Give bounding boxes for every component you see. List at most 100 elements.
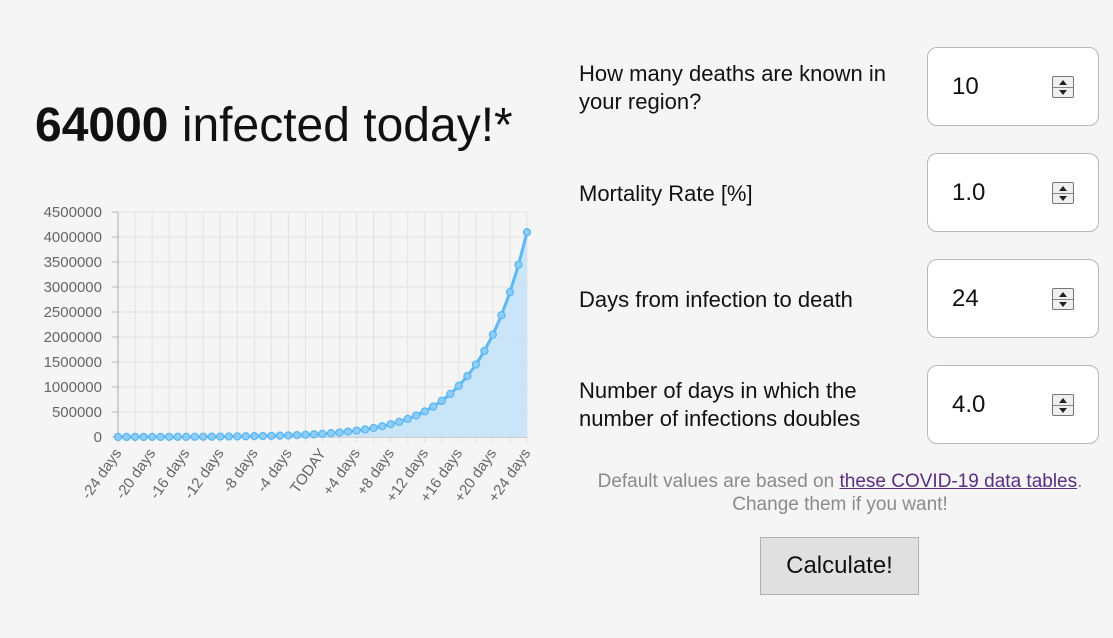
data-point — [437, 396, 446, 405]
chevron-up-icon — [1059, 291, 1067, 297]
note-prefix: Default values are based on — [597, 471, 840, 492]
data-point — [258, 431, 268, 441]
days-to-death-increment-button[interactable] — [1053, 289, 1073, 300]
mortality-input[interactable] — [952, 178, 1052, 208]
data-point — [446, 389, 455, 399]
data-point — [403, 414, 412, 424]
infection-chart: 0 500000 1000000 1500000 2000000 2500000 30000… — [0, 195, 545, 525]
defaults-note-line1: Default values are based on these COVID-… — [560, 470, 1113, 493]
data-point — [267, 431, 276, 441]
data-point — [164, 432, 174, 442]
y-tick-label: 4000000 — [44, 229, 102, 246]
data-point — [216, 432, 225, 441]
data-point — [386, 420, 395, 429]
data-point — [352, 426, 361, 435]
data-point — [343, 427, 353, 436]
doubling-row: Number of days in which the number of in… — [579, 365, 1101, 446]
chevron-down-icon — [1059, 195, 1067, 201]
data-point — [480, 346, 489, 356]
data-point — [412, 411, 421, 420]
data-point — [139, 432, 148, 442]
data-point — [497, 311, 506, 320]
defaults-note-line2: Change them if you want! — [732, 494, 948, 515]
days-to-death-decrement-button[interactable] — [1053, 299, 1073, 309]
deaths-row: How many deaths are known in your region… — [579, 47, 1101, 128]
data-point — [395, 417, 404, 426]
chevron-down-icon — [1059, 89, 1067, 95]
infected-count: 64000 — [35, 99, 169, 152]
y-tick-label: 3000000 — [44, 279, 102, 296]
y-tick-label: 2000000 — [44, 329, 102, 346]
calculate-button[interactable]: Calculate! — [760, 537, 919, 595]
chevron-up-icon — [1059, 79, 1067, 85]
doubling-decrement-button[interactable] — [1053, 405, 1073, 415]
days-to-death-stepper[interactable] — [1052, 288, 1074, 310]
deaths-input[interactable] — [952, 72, 1052, 102]
days-to-death-field[interactable] — [927, 259, 1099, 338]
data-point — [429, 402, 438, 411]
data-point — [505, 288, 515, 297]
mortality-field[interactable] — [927, 153, 1099, 232]
doubling-stepper[interactable] — [1052, 394, 1074, 416]
chevron-up-icon — [1059, 397, 1067, 403]
data-point — [190, 432, 199, 441]
data-point — [130, 432, 140, 442]
days-to-death-label: Days from infection to death — [579, 287, 853, 312]
y-tick-label: 4500000 — [44, 204, 102, 221]
chart-svg: 0 500000 1000000 1500000 2000000 2500000 30000… — [44, 204, 535, 506]
days-to-death-input[interactable] — [952, 284, 1052, 314]
deaths-decrement-button[interactable] — [1053, 87, 1073, 97]
data-point — [301, 430, 310, 439]
covid-data-tables-link[interactable]: these COVID-19 data tables — [839, 471, 1078, 492]
data-point — [420, 407, 429, 416]
days-to-death-row: Days from infection to death — [579, 259, 1101, 340]
data-point — [514, 260, 523, 269]
infected-text: infected today!* — [168, 99, 513, 152]
deaths-stepper[interactable] — [1052, 76, 1074, 98]
chevron-down-icon — [1059, 407, 1067, 413]
data-point — [122, 432, 131, 442]
mortality-decrement-button[interactable] — [1053, 193, 1073, 203]
series-area — [118, 232, 527, 437]
y-tick-label: 0 — [94, 429, 102, 446]
data-point — [463, 371, 472, 381]
infected-headline: 64000 infected today!* — [35, 98, 513, 154]
data-point — [335, 428, 344, 437]
y-tick-label: 500000 — [52, 404, 102, 421]
data-point — [233, 432, 242, 441]
y-tick-label: 1000000 — [44, 379, 102, 396]
deaths-field[interactable] — [927, 47, 1099, 126]
data-point — [224, 432, 233, 441]
data-point — [199, 432, 208, 441]
data-point — [377, 422, 387, 431]
deaths-label: How many deaths are known in your region… — [579, 61, 886, 114]
data-point — [250, 432, 259, 441]
doubling-increment-button[interactable] — [1053, 395, 1073, 406]
y-tick-label: 3500000 — [44, 254, 102, 271]
data-point — [156, 432, 165, 442]
data-point — [113, 432, 123, 442]
data-point — [522, 228, 532, 237]
note-suffix: . — [1077, 471, 1083, 492]
doubling-label: Number of days in which the number of in… — [579, 378, 861, 431]
chevron-down-icon — [1059, 301, 1067, 307]
data-point — [147, 432, 157, 442]
data-point — [182, 432, 191, 441]
deaths-increment-button[interactable] — [1053, 77, 1073, 88]
data-point — [326, 429, 336, 438]
doubling-input[interactable] — [952, 390, 1052, 420]
data-point — [454, 381, 463, 390]
data-point — [488, 330, 498, 339]
data-point — [173, 432, 182, 441]
doubling-field[interactable] — [927, 365, 1099, 444]
data-point — [309, 430, 319, 439]
data-point — [292, 430, 302, 440]
mortality-stepper[interactable] — [1052, 182, 1074, 204]
defaults-note: Default values are based on these COVID-… — [560, 470, 1113, 516]
y-tick-label: 1500000 — [44, 354, 102, 371]
data-point — [241, 432, 250, 441]
data-point — [207, 432, 216, 441]
mortality-row: Mortality Rate [%] — [579, 153, 1101, 234]
data-point — [369, 423, 378, 433]
mortality-increment-button[interactable] — [1053, 183, 1073, 194]
